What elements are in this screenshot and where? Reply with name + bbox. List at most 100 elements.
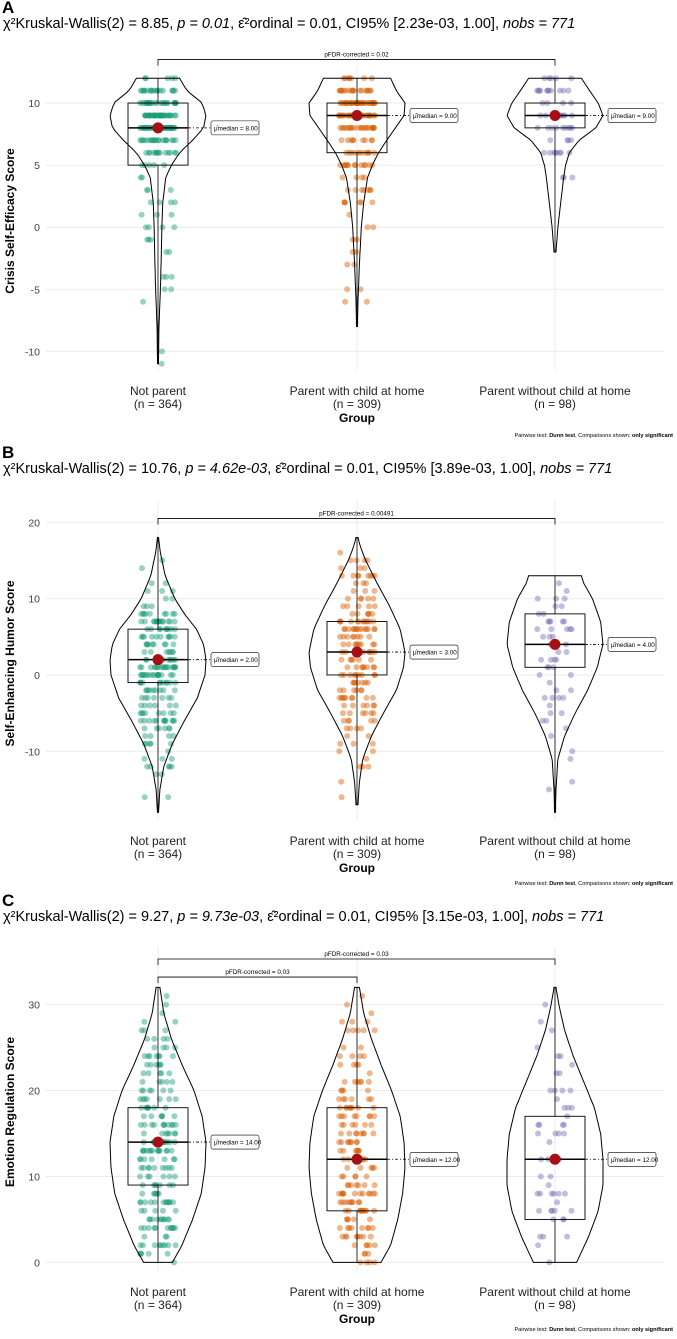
data-point [160,1121,167,1128]
data-point [363,755,370,762]
data-point [160,687,167,694]
panel-label: B [2,443,15,462]
median-point [351,1153,363,1165]
violin [308,537,406,806]
data-point [152,1225,159,1231]
data-point [348,1225,355,1231]
violin [109,537,207,813]
data-point [348,694,355,701]
data-point [165,112,172,119]
data-point [362,588,369,594]
data-point [553,687,560,694]
data-point [360,137,366,144]
data-point [365,87,372,94]
data-point [359,187,365,193]
data-point [344,1182,351,1189]
data-point [347,725,354,732]
data-point [535,1130,541,1137]
data-point [157,1242,164,1249]
data-point [162,1233,169,1240]
ci-text: CI95% [3.15e-03, 1.00] [374,909,524,925]
y-tick-label: -10 [25,346,40,358]
data-point [172,1121,179,1128]
comparison-label: pFDR-corrected = 0.03 [324,951,389,958]
data-point [348,1199,355,1206]
data-point [158,1216,165,1223]
data-point [150,87,157,94]
data-point [559,618,566,625]
data-point [353,1113,360,1120]
data-point [371,603,378,610]
data-point [149,633,155,640]
data-point [147,1061,154,1068]
data-point [156,725,162,732]
data-point [167,710,174,717]
data-point [160,1035,167,1042]
y-tick-label: 0 [34,670,40,682]
data-point [370,664,377,671]
data-point [170,1225,177,1231]
data-point [342,298,349,305]
data-point [144,1173,151,1180]
comparison-label: pFDR-corrected = 0.02 [324,52,389,59]
data-point [347,1139,354,1146]
data-point [365,1096,372,1103]
y-axis-title: Self-Enhancing Humor Score [3,580,17,746]
data-point [351,162,358,169]
data-point [342,87,349,94]
data-point [546,618,553,625]
data-point [358,687,365,694]
data-point [349,702,356,709]
data-point [356,87,363,94]
data-point [164,1250,171,1257]
data-point [142,224,149,231]
median-point [351,109,363,121]
data-point [168,740,174,747]
data-point [371,572,378,579]
data-point [561,595,568,602]
data-point [568,137,575,144]
data-point [345,1182,352,1189]
data-point [369,694,376,701]
data-point [159,755,166,762]
data-point [149,112,156,119]
data-point [162,1164,169,1171]
data-point [348,1182,355,1189]
data-point [137,1156,144,1163]
data-point [155,1190,162,1197]
data-point [370,124,377,131]
data-point [537,87,544,94]
data-point [366,1190,373,1197]
data-point [338,1121,345,1128]
data-point [336,1096,343,1103]
box [127,102,189,166]
data-point [356,199,363,206]
data-point [151,702,158,709]
data-point [350,87,357,94]
violin [109,77,207,365]
data-point [162,137,169,144]
median-point [152,1136,164,1148]
data-point [142,112,149,119]
data-point [151,112,158,119]
data-point [351,1190,358,1197]
data-point [349,610,356,617]
data-point [338,778,345,785]
data-point [345,641,352,648]
data-point [348,137,355,144]
data-point [365,572,372,579]
data-point [159,588,166,594]
data-point [555,694,562,701]
data-point [138,633,145,640]
data-point [145,1250,152,1257]
data-point [340,1087,347,1094]
group-0: μ̂median = 2.00 [109,537,260,813]
data-point [537,1233,544,1240]
data-point [369,199,376,206]
median-point [549,1153,561,1165]
data-point [359,1225,366,1231]
data-point [356,1199,362,1206]
data-point [153,725,160,732]
data-point [358,1078,365,1085]
data-point [163,649,170,655]
